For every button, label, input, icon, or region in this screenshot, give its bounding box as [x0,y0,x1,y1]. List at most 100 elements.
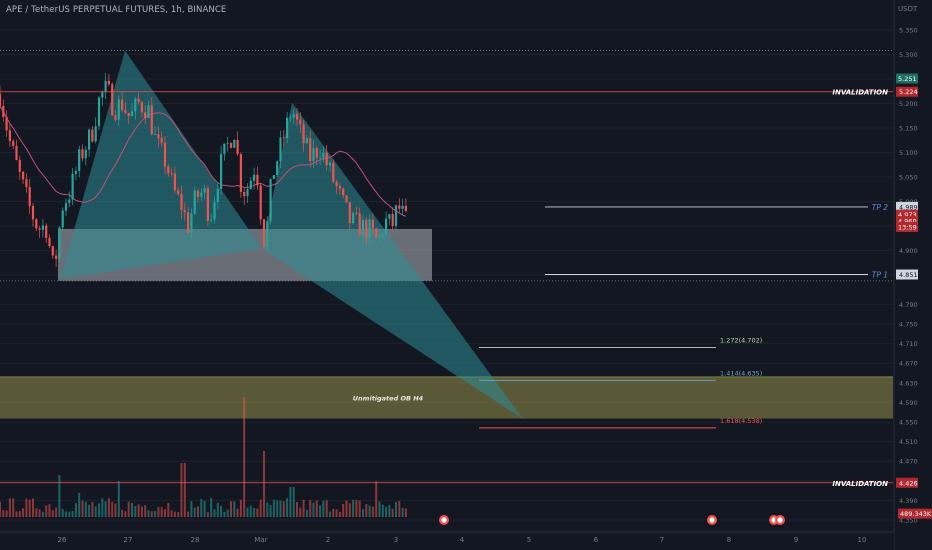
volume-bar [25,498,28,517]
invalidation-label: INVALIDATION [832,480,888,488]
candle-body [210,219,213,221]
candle-body [121,99,124,111]
candle-body [358,213,361,236]
price-tick: 4.790 [899,301,918,309]
level-tag-text: 4.426 [899,479,918,487]
volume-bar [160,507,163,517]
price-tick: 4.900 [899,247,918,255]
candle-body [375,228,378,239]
volume-bar [81,500,84,517]
volume-bar [32,498,34,517]
volume-bar [84,501,87,517]
price-tick: 4.390 [899,497,918,505]
candle-body [163,142,167,167]
candle-body [104,80,107,92]
candle-body [101,91,104,98]
volume-bar [173,511,176,517]
fib-label: 1.272(4.702) [720,337,762,345]
volume-bar [381,504,384,517]
volume-bar [404,508,407,517]
candle-body [206,188,209,221]
price-tick: 4.550 [899,419,918,427]
time-axis [0,532,894,550]
volume-bar [256,508,259,517]
volume-bar [312,502,315,517]
time-tick: 6 [594,536,599,544]
volume-bar [325,500,328,517]
volume-bar [210,497,213,517]
volume-bar [45,505,48,517]
volume-bar [187,511,190,517]
candle-body [71,173,74,200]
ob-zone-label: Unmitigated OB H4 [353,395,424,403]
volume-bar [137,504,140,517]
level-tag [896,269,918,280]
volume-bar [124,511,127,517]
volume-bar [226,509,229,517]
volume-bar [68,511,71,517]
volume-bar [263,451,265,517]
volume-bar [180,463,183,517]
volume-bar [134,505,137,517]
candle-body [309,138,312,162]
price-tag-text: 489.343K [900,510,932,518]
candle-body [256,174,259,186]
price-tag [896,216,918,227]
price-tag-text: 4.973 [898,211,917,219]
candle-body [272,175,275,180]
candle-body [355,212,358,214]
candle-body [213,201,216,220]
volume-bar [230,501,232,517]
candle-body [81,149,84,159]
volume-bar [272,499,275,517]
volume-bar [365,504,368,517]
volume-bar [236,508,239,517]
candle-body [253,174,256,181]
volume-bar [279,500,282,517]
candle-body [134,98,137,112]
candle-body [223,143,226,154]
candle-body [289,117,292,119]
time-tick: 4 [460,536,465,544]
candle-body [404,205,407,211]
event-marker-dot [777,517,783,523]
time-tick: 3 [394,536,398,544]
candle-body [35,219,38,229]
candle-body [111,84,114,116]
price-tick: 4.670 [899,360,918,368]
volume-bar [213,509,216,517]
candle-body [322,152,325,158]
time-tick: 7 [660,536,664,544]
volume-bar [164,509,166,517]
volume-bar [0,501,1,517]
time-tick: Mar [254,536,267,544]
price-tick: 5.150 [899,125,918,133]
candle-body [381,234,384,236]
candle-body [246,189,249,197]
candle-body [12,141,15,146]
candle-body [31,205,35,220]
volume-bar [292,487,295,517]
volume-bar [282,501,285,517]
candle-body [28,187,31,206]
volume-bar [302,499,305,517]
volume-bar [131,502,133,517]
volume-bar [220,506,223,517]
volume-bar [309,500,312,517]
volume-bar [51,510,54,517]
time-tick: 10 [858,536,867,544]
volume-bar [197,506,199,517]
volume-bar [233,501,236,517]
volume-bar [8,498,11,517]
volume-bar [12,498,15,517]
candle-body [348,202,351,224]
candle-body [239,154,242,192]
candle-body [361,219,365,236]
volume-bar [22,508,25,517]
price-tag-text: 13:59 [898,223,917,231]
volume-bar [91,502,94,517]
volume-bar [35,508,38,517]
candle-body [74,171,77,174]
candle-body [342,188,345,196]
